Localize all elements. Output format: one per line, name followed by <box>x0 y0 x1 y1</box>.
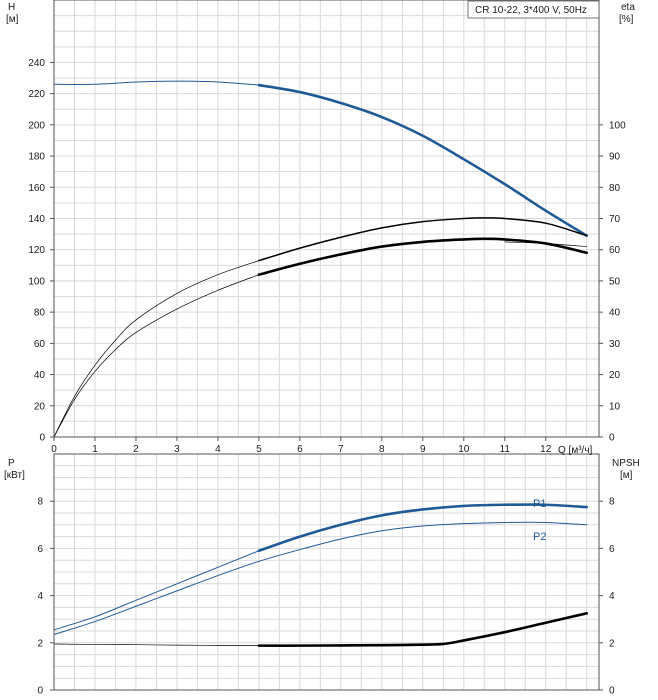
lower-left-tick-label: 2 <box>37 638 43 649</box>
lower-right-tick-label: 8 <box>609 497 615 508</box>
x-tick-label: 5 <box>256 444 262 455</box>
upper-series-0-curve <box>53 80 260 86</box>
upper-right-tick-label: 50 <box>609 276 621 287</box>
x-tick-label: 12 <box>540 444 552 455</box>
series-label-p1: P1 <box>533 498 546 510</box>
upper-right-tick-label: 60 <box>609 245 621 256</box>
upper-left-tick-label: 120 <box>28 245 45 256</box>
x-tick-label: 6 <box>297 444 303 455</box>
x-tick-label: 0 <box>51 444 57 455</box>
upper-left-tick-label: 200 <box>28 120 45 131</box>
upper-left-tick-label: 40 <box>34 370 46 381</box>
upper-right-tick-label: 20 <box>609 370 621 381</box>
upper-left-tick-label: 240 <box>28 58 45 69</box>
lower-right-axis-title-unit: [м] <box>620 470 633 481</box>
x-tick-label: 1 <box>92 444 98 455</box>
upper-left-tick-label: 140 <box>28 214 45 225</box>
series-layer <box>53 80 589 647</box>
upper-left-tick-label: 20 <box>34 401 46 412</box>
x-tick-label: 11 <box>500 444 511 455</box>
lower-series-3-curve <box>53 643 260 646</box>
upper-left-axis-title-name: H <box>8 2 15 13</box>
lower-left-axis-title-name: P <box>8 458 15 469</box>
x-tick-label: 9 <box>420 444 426 455</box>
lower-left-tick-label: 6 <box>37 544 43 555</box>
upper-left-tick-label: 100 <box>28 276 45 287</box>
x-tick-label: 3 <box>174 444 180 455</box>
lower-left-tick-label: 0 <box>37 686 43 697</box>
upper-right-axis-title-unit: [%] <box>619 14 634 25</box>
upper-plot-frame <box>53 0 600 438</box>
upper-right-tick-label: 0 <box>609 433 615 444</box>
tick-layer: 0 1 2 3 4 5 6 7 8 9 10 11 12020406080100120140160180… <box>28 58 626 697</box>
x-tick-label: 2 <box>133 444 139 455</box>
upper-right-tick-label: 90 <box>609 152 621 163</box>
lower-right-tick-label: 6 <box>609 544 615 555</box>
lower-left-tick-label: 8 <box>37 497 43 508</box>
lower-right-axis-title-name: NPSH <box>612 458 640 469</box>
upper-right-tick-label: 80 <box>609 183 621 194</box>
x-tick-label: 10 <box>458 444 470 455</box>
upper-right-tick-label: 70 <box>609 214 621 225</box>
lower-series-0-curve <box>53 550 260 631</box>
upper-left-tick-label: 220 <box>28 89 45 100</box>
upper-left-tick-label: 60 <box>34 339 46 350</box>
upper-right-tick-label: 40 <box>609 308 621 319</box>
lower-left-axis-title-unit: [кВт] <box>4 470 25 481</box>
legend-box <box>467 0 600 19</box>
lower-series-2-curve <box>53 521 588 636</box>
upper-right-tick-label: 30 <box>609 339 621 350</box>
upper-left-tick-label: 80 <box>34 308 46 319</box>
upper-left-tick-label: 160 <box>28 183 45 194</box>
upper-left-axis-title-unit: [м] <box>6 14 19 25</box>
upper-series-4-curve <box>53 274 260 438</box>
series-label-p2: P2 <box>533 531 546 543</box>
upper-series-5-curve <box>257 237 589 276</box>
upper-series-6-curve <box>504 241 588 247</box>
lower-series-1-curve <box>257 503 589 553</box>
upper-right-tick-label: 100 <box>609 120 626 131</box>
lower-right-tick-label: 2 <box>609 638 615 649</box>
lower-right-tick-label: 4 <box>609 591 615 602</box>
x-axis-title: Q [м³/ч] <box>558 445 593 456</box>
legend-text: CR 10-22, 3*400 V, 50Hz <box>475 5 587 16</box>
upper-series-3-curve <box>258 217 588 262</box>
upper-series-2-curve <box>53 260 260 438</box>
lower-left-tick-label: 4 <box>37 591 43 602</box>
lower-series-4-curve <box>257 612 589 647</box>
upper-series-1-curve <box>257 83 589 237</box>
upper-right-axis-title-name: eta <box>621 2 635 13</box>
lower-right-tick-label: 0 <box>609 686 615 697</box>
upper-left-tick-label: 180 <box>28 152 45 163</box>
lower-grid <box>53 453 599 691</box>
x-tick-label: 7 <box>338 444 344 455</box>
upper-grid <box>53 0 599 438</box>
upper-left-tick-label: 0 <box>39 433 45 444</box>
x-tick-label: 8 <box>379 444 385 455</box>
upper-right-tick-label: 10 <box>609 401 621 412</box>
x-tick-label: 4 <box>215 444 221 455</box>
lower-plot-frame <box>53 453 600 691</box>
